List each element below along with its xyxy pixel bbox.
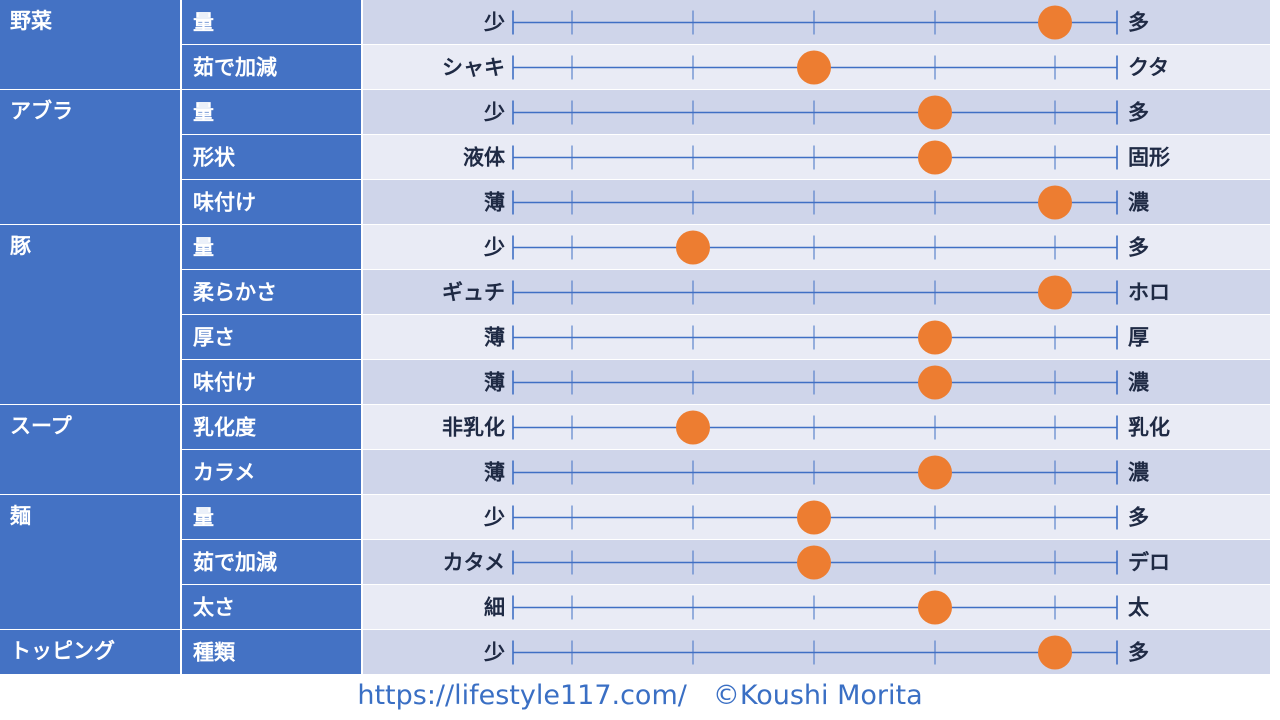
rating-marker [1038, 185, 1072, 220]
item-label: 茹で加減 [193, 551, 277, 575]
item-cell [182, 450, 361, 494]
rating-marker [918, 140, 952, 175]
scale-right-label: 多 [1128, 506, 1149, 530]
scale-right-label: 多 [1128, 11, 1149, 35]
rating-marker [797, 50, 831, 85]
item-cell [182, 90, 361, 134]
scale-left-label: 薄 [484, 326, 505, 350]
group-label: スープ [10, 414, 73, 438]
group-cell [0, 495, 180, 629]
scale-left-label: 少 [483, 506, 505, 530]
item-label: 形状 [193, 146, 236, 170]
scale-left-label: 薄 [484, 371, 505, 395]
scale-left-label: 非乳化 [442, 416, 505, 440]
item-label: 種類 [193, 641, 236, 665]
taste-profile-chart: 野菜量少多茹で加減 シャキ クタアブラ量少多形状 液体 固形味付け薄濃豚量少多柔らかさギ… [0, 0, 1270, 674]
item-cell [182, 270, 361, 314]
scale-left-label: カタメ [443, 551, 505, 575]
item-label: 量 [193, 236, 214, 260]
footer-url[interactable]: https://lifestyle117.com/ [357, 680, 687, 711]
item-label: 味付け [193, 371, 256, 395]
rating-marker [918, 95, 952, 130]
group-label: 豚 [10, 234, 31, 258]
scale-left-label: 少 [483, 101, 505, 125]
scale-right-label: 濃 [1128, 371, 1150, 395]
rating-marker [1038, 275, 1072, 310]
item-cell [182, 585, 361, 629]
item-cell [182, 135, 361, 179]
scale-right-label: 多 [1128, 236, 1149, 260]
item-label: 量 [193, 506, 214, 530]
group-label: アブラ [10, 99, 73, 123]
scale-right-label: 多 [1128, 101, 1149, 125]
scale-left-label: 少 [483, 641, 505, 665]
group-cell [0, 630, 180, 674]
item-cell [182, 225, 361, 269]
item-cell [182, 315, 361, 359]
rating-marker [918, 320, 952, 355]
rating-marker [676, 410, 710, 445]
item-cell [182, 630, 361, 674]
scale-left-label: 少 [483, 236, 505, 260]
item-label: 柔らかさ [193, 281, 277, 305]
item-label: 量 [193, 101, 214, 125]
item-cell [182, 45, 361, 89]
item-cell [182, 495, 361, 539]
item-label: 厚さ [193, 326, 235, 350]
scale-left-label: 液体 [463, 146, 506, 170]
scale-right-label: クタ [1128, 56, 1169, 80]
item-label: 味付け [193, 191, 256, 215]
scale-right-label: 濃 [1128, 191, 1150, 215]
group-label: 麺 [9, 504, 31, 528]
rating-marker [918, 590, 952, 625]
group-cell [0, 90, 180, 224]
scale-right-label: ホロ [1128, 281, 1170, 305]
scale-right-label: 太 [1128, 596, 1150, 620]
scale-left-label: 少 [483, 11, 505, 35]
scale-right-label: 厚 [1128, 326, 1149, 350]
scale-right-label: 濃 [1128, 461, 1150, 485]
group-cell [0, 225, 180, 404]
item-cell [182, 0, 361, 44]
item-label: 量 [193, 11, 214, 35]
scale-left-label: 薄 [484, 191, 505, 215]
item-label: 茹で加減 [193, 56, 277, 80]
group-cell [0, 0, 180, 89]
item-cell [182, 180, 361, 224]
scale-left-label: 薄 [484, 461, 505, 485]
group-label: 野菜 [10, 9, 52, 33]
item-label: 乳化度 [193, 416, 256, 440]
rating-marker [797, 500, 831, 535]
scale-right-label: デロ [1128, 551, 1170, 575]
rating-marker [797, 545, 831, 580]
scale-left-label: ギュチ [442, 281, 505, 305]
group-cell [0, 405, 180, 494]
rating-marker [676, 230, 710, 265]
rating-marker [918, 365, 952, 400]
item-cell [182, 360, 361, 404]
item-label: 太さ [193, 596, 235, 620]
rating-marker [1038, 5, 1072, 40]
scale-left-label: シャキ [442, 56, 505, 80]
scale-right-label: 乳化 [1128, 416, 1170, 440]
rating-marker [918, 455, 952, 490]
rating-marker [1038, 635, 1072, 670]
footer: https://lifestyle117.com/ ©Koushi Morita [0, 676, 1280, 716]
item-cell [182, 405, 361, 449]
item-label: カラメ [193, 461, 255, 485]
scale-right-label: 固形 [1128, 146, 1170, 170]
scale-right-label: 多 [1128, 641, 1149, 665]
scale-left-label: 細 [484, 596, 505, 620]
footer-credit: ©Koushi Morita [712, 680, 923, 711]
group-label: トッピング [10, 639, 115, 663]
item-cell [182, 540, 361, 584]
